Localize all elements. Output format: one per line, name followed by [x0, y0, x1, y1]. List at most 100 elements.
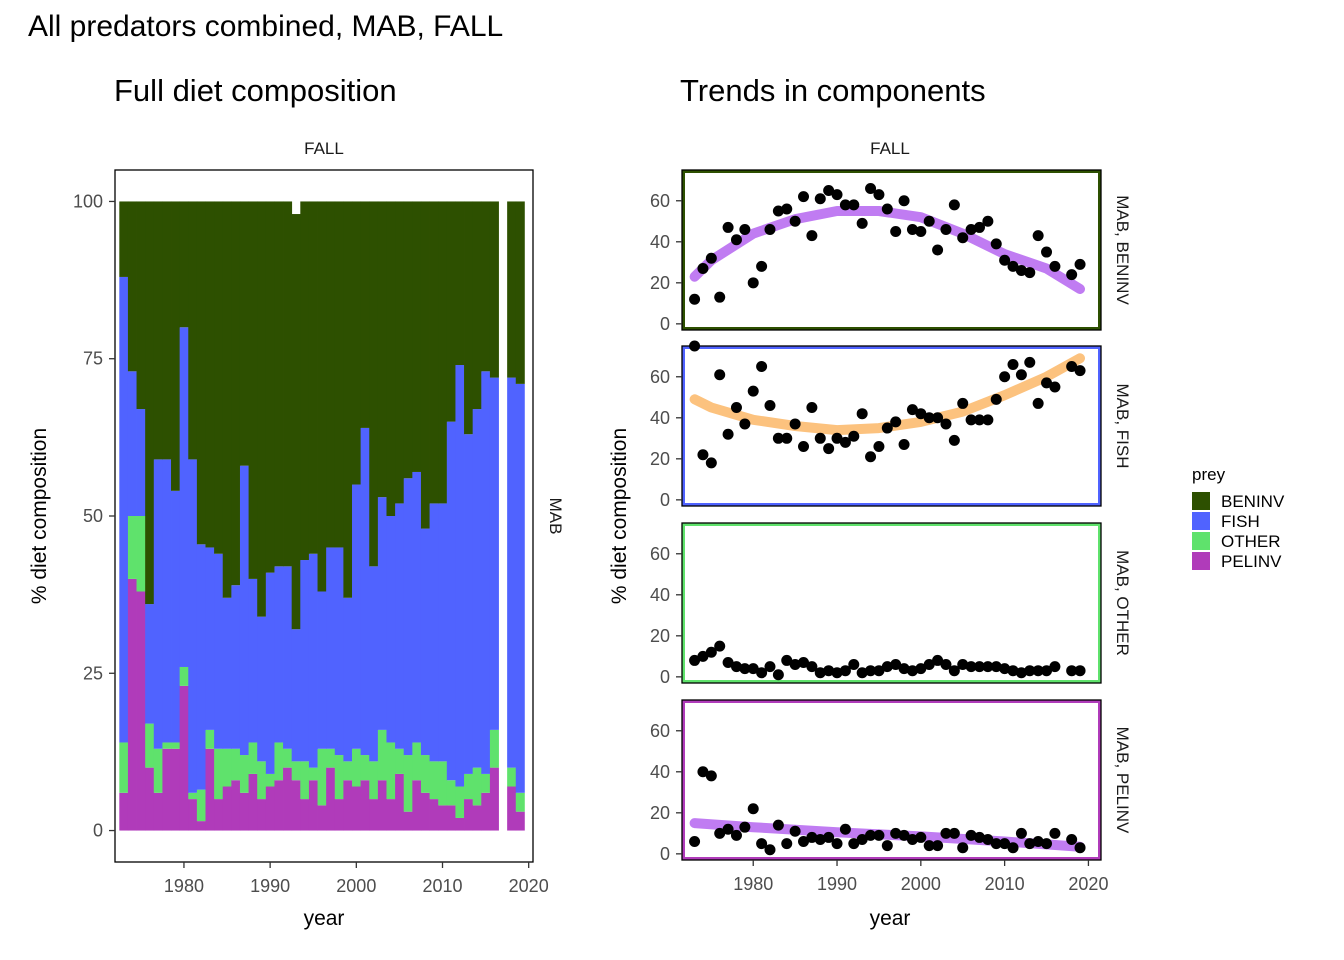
bar-pelinv-2018	[507, 786, 517, 831]
y-tick-label-fish-0: 0	[660, 490, 670, 510]
bar-beninv-1977	[153, 201, 163, 460]
point-beninv-2002	[932, 244, 944, 256]
bar-other-2006	[403, 755, 413, 812]
bar-other-1997	[326, 748, 336, 768]
facet-border-beninv	[682, 170, 1101, 330]
point-fish-1996	[881, 422, 893, 434]
left-y-tick-label-50: 50	[83, 506, 103, 526]
point-fish-1978	[730, 402, 742, 414]
bar-pelinv-1996	[317, 805, 327, 831]
bar-other-2015	[481, 773, 491, 793]
facet-border-other	[682, 523, 1101, 683]
bar-fish-2006	[403, 478, 413, 756]
bar-pelinv-1984	[214, 799, 224, 831]
y-tick-label-fish-40: 40	[650, 408, 670, 428]
point-fish-1974	[697, 449, 709, 461]
point-beninv-2012	[1015, 265, 1027, 277]
point-beninv-1997	[890, 226, 902, 238]
point-fish-1993	[856, 408, 868, 420]
point-pelinv-1976	[714, 827, 726, 839]
bar-fish-2001	[360, 427, 370, 756]
right-y-axis-title: % diet composition	[608, 428, 631, 604]
point-beninv-1998	[898, 195, 910, 207]
bar-other-2012	[455, 786, 465, 818]
point-fish-1989	[823, 443, 835, 455]
bar-pelinv-1979	[171, 748, 181, 831]
bar-pelinv-1983	[205, 748, 215, 831]
bar-beninv-2014	[472, 201, 482, 410]
bar-fish-2002	[369, 566, 379, 762]
bar-pelinv-1987	[239, 792, 249, 831]
bar-other-1994	[300, 761, 310, 800]
bar-beninv-1999	[343, 201, 353, 598]
bar-fish-1986	[231, 585, 241, 749]
point-fish-1991	[839, 436, 851, 448]
bar-other-2014	[472, 767, 482, 806]
point-pelinv-2004	[948, 827, 960, 839]
point-fish-1986	[798, 441, 810, 453]
bar-other-2005	[395, 748, 405, 774]
bar-fish-2013	[464, 434, 474, 774]
bar-pelinv-2019	[515, 811, 525, 831]
y-tick-label-fish-20: 20	[650, 449, 670, 469]
point-other-1995	[873, 665, 885, 677]
point-pelinv-2001	[923, 840, 935, 852]
bar-other-2010	[438, 761, 448, 806]
bar-other-1990	[265, 773, 275, 787]
bar-pelinv-1977	[153, 792, 163, 831]
bar-fish-1984	[214, 553, 224, 749]
left-x-tick-label-2020: 2020	[509, 876, 549, 896]
bar-fish-1993	[291, 629, 301, 762]
point-other-1976	[714, 640, 726, 652]
point-fish-2010	[999, 371, 1011, 383]
legend-label-fish: FISH	[1221, 512, 1260, 531]
bar-fish-1994	[300, 560, 310, 762]
point-pelinv-1980	[747, 803, 759, 815]
point-fish-2012	[1015, 369, 1027, 381]
point-other-2002	[932, 654, 944, 666]
point-other-2015	[1041, 665, 1053, 677]
point-fish-2007	[973, 414, 985, 426]
point-beninv-2004	[948, 199, 960, 211]
left-strip-top-label: FALL	[304, 139, 344, 158]
bar-beninv-1978	[162, 201, 172, 460]
bar-other-1980	[179, 666, 189, 686]
bar-fish-1974	[127, 371, 137, 516]
point-beninv-1974	[697, 262, 709, 274]
point-beninv-1977	[722, 221, 734, 233]
point-fish-1999	[906, 404, 918, 416]
bar-pelinv-1992	[283, 767, 293, 831]
point-beninv-1989	[823, 185, 835, 197]
facet-other: 0 20 40 60 MAB, OTHER	[650, 522, 1132, 687]
point-pelinv-1981	[756, 838, 768, 850]
point-beninv-1990	[831, 189, 843, 201]
point-beninv-1985	[789, 215, 801, 227]
point-pelinv-1974	[697, 766, 709, 778]
point-other-2010	[999, 663, 1011, 675]
bar-beninv-1983	[205, 201, 215, 548]
bar-pelinv-2004	[386, 799, 396, 831]
bar-fish-2010	[438, 503, 448, 762]
point-other-1988	[814, 667, 826, 679]
point-fish-2006	[965, 414, 977, 426]
bar-fish-1992	[283, 566, 293, 749]
legend-key-fish	[1192, 512, 1210, 530]
bar-other-2011	[446, 780, 456, 806]
bar-pelinv-2015	[481, 792, 491, 831]
legend-title: prey	[1192, 465, 1226, 484]
point-other-1997	[890, 659, 902, 671]
facets-layer: 0 20 40 60 MAB, BENINV 0 20 40 60 MAB, FISH 0 20 40 6…	[650, 169, 1132, 864]
y-tick-label-fish-60: 60	[650, 367, 670, 387]
bar-other-1985	[222, 748, 232, 787]
y-tick-label-beninv-40: 40	[650, 232, 670, 252]
bar-fish-1999	[343, 597, 353, 762]
bar-fish-2012	[455, 365, 465, 787]
bar-other-2007	[412, 742, 422, 781]
bar-fish-1989	[257, 616, 267, 762]
point-pelinv-2016	[1049, 827, 1061, 839]
bar-beninv-1991	[274, 201, 284, 567]
point-beninv-2011	[1007, 260, 1019, 272]
bar-beninv-2004	[386, 201, 396, 517]
point-beninv-2009	[990, 238, 1002, 250]
bar-pelinv-1997	[326, 767, 336, 831]
